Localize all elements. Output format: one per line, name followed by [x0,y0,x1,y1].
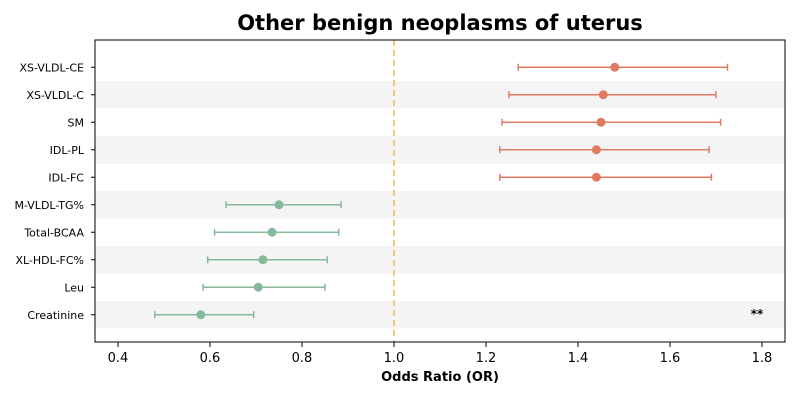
y-tick-label: XS-VLDL-CE [19,61,84,74]
y-tick-label: Leu [64,281,84,294]
y-tick-label: Creatinine [27,309,84,322]
odds-ratio-point [598,90,608,100]
forest-row: XS-VLDL-C [26,89,717,102]
odds-ratio-point [196,310,206,320]
forest-row: IDL-FC [48,171,713,184]
x-tick-label: 0.8 [292,351,313,366]
x-tick-label: 1.8 [752,351,773,366]
forest-row: Leu [64,281,326,294]
significance-marker: ** [751,307,764,321]
forest-row: SM [68,116,722,129]
x-tick-label: 0.6 [200,351,221,366]
x-tick-label: 1.4 [568,351,589,366]
y-tick-label: IDL-FC [48,171,84,184]
y-tick-label: XS-VLDL-C [26,89,84,102]
chart-title: Other benign neoplasms of uterus [237,11,643,35]
row-band [95,191,785,219]
forest-rows: XS-VLDL-CE XS-VLDL-C SM IDL-PL IDL-FC M-VLDL-… [14,61,764,322]
y-tick-label: XL-HDL-FC% [15,254,84,267]
odds-ratio-point [591,145,601,155]
forest-row: M-VLDL-TG% [14,199,342,212]
x-tick-label: 1.0 [384,351,405,366]
odds-ratio-point [258,255,268,265]
y-tick-label: M-VLDL-TG% [14,199,84,212]
odds-ratio-point [253,282,263,292]
odds-ratio-point [610,62,620,72]
y-tick-label: IDL-PL [50,144,85,157]
odds-ratio-point [591,172,601,182]
x-axis: 0.4 0.6 0.8 1.0 1.2 1.4 1.6 1.8 [108,342,773,366]
y-tick-label: Total-BCAA [23,226,84,239]
x-tick-label: 1.2 [476,351,497,366]
forest-row: IDL-PL [50,144,710,157]
y-tick-label: SM [68,116,84,129]
row-band [95,246,785,274]
forest-row: XS-VLDL-CE [19,61,729,74]
forest-row: Total-BCAA [23,226,340,239]
forest-row: Creatinine ** [27,307,764,322]
plot-frame [94,39,786,343]
odds-ratio-point [596,117,606,127]
forest-row: XL-HDL-FC% [15,254,329,267]
x-axis-label: Odds Ratio (OR) [381,370,499,385]
row-bands [95,81,785,329]
odds-ratio-point [274,200,284,210]
x-tick-label: 1.6 [660,351,681,366]
x-tick-label: 0.4 [108,351,129,366]
odds-ratio-point [267,227,277,237]
